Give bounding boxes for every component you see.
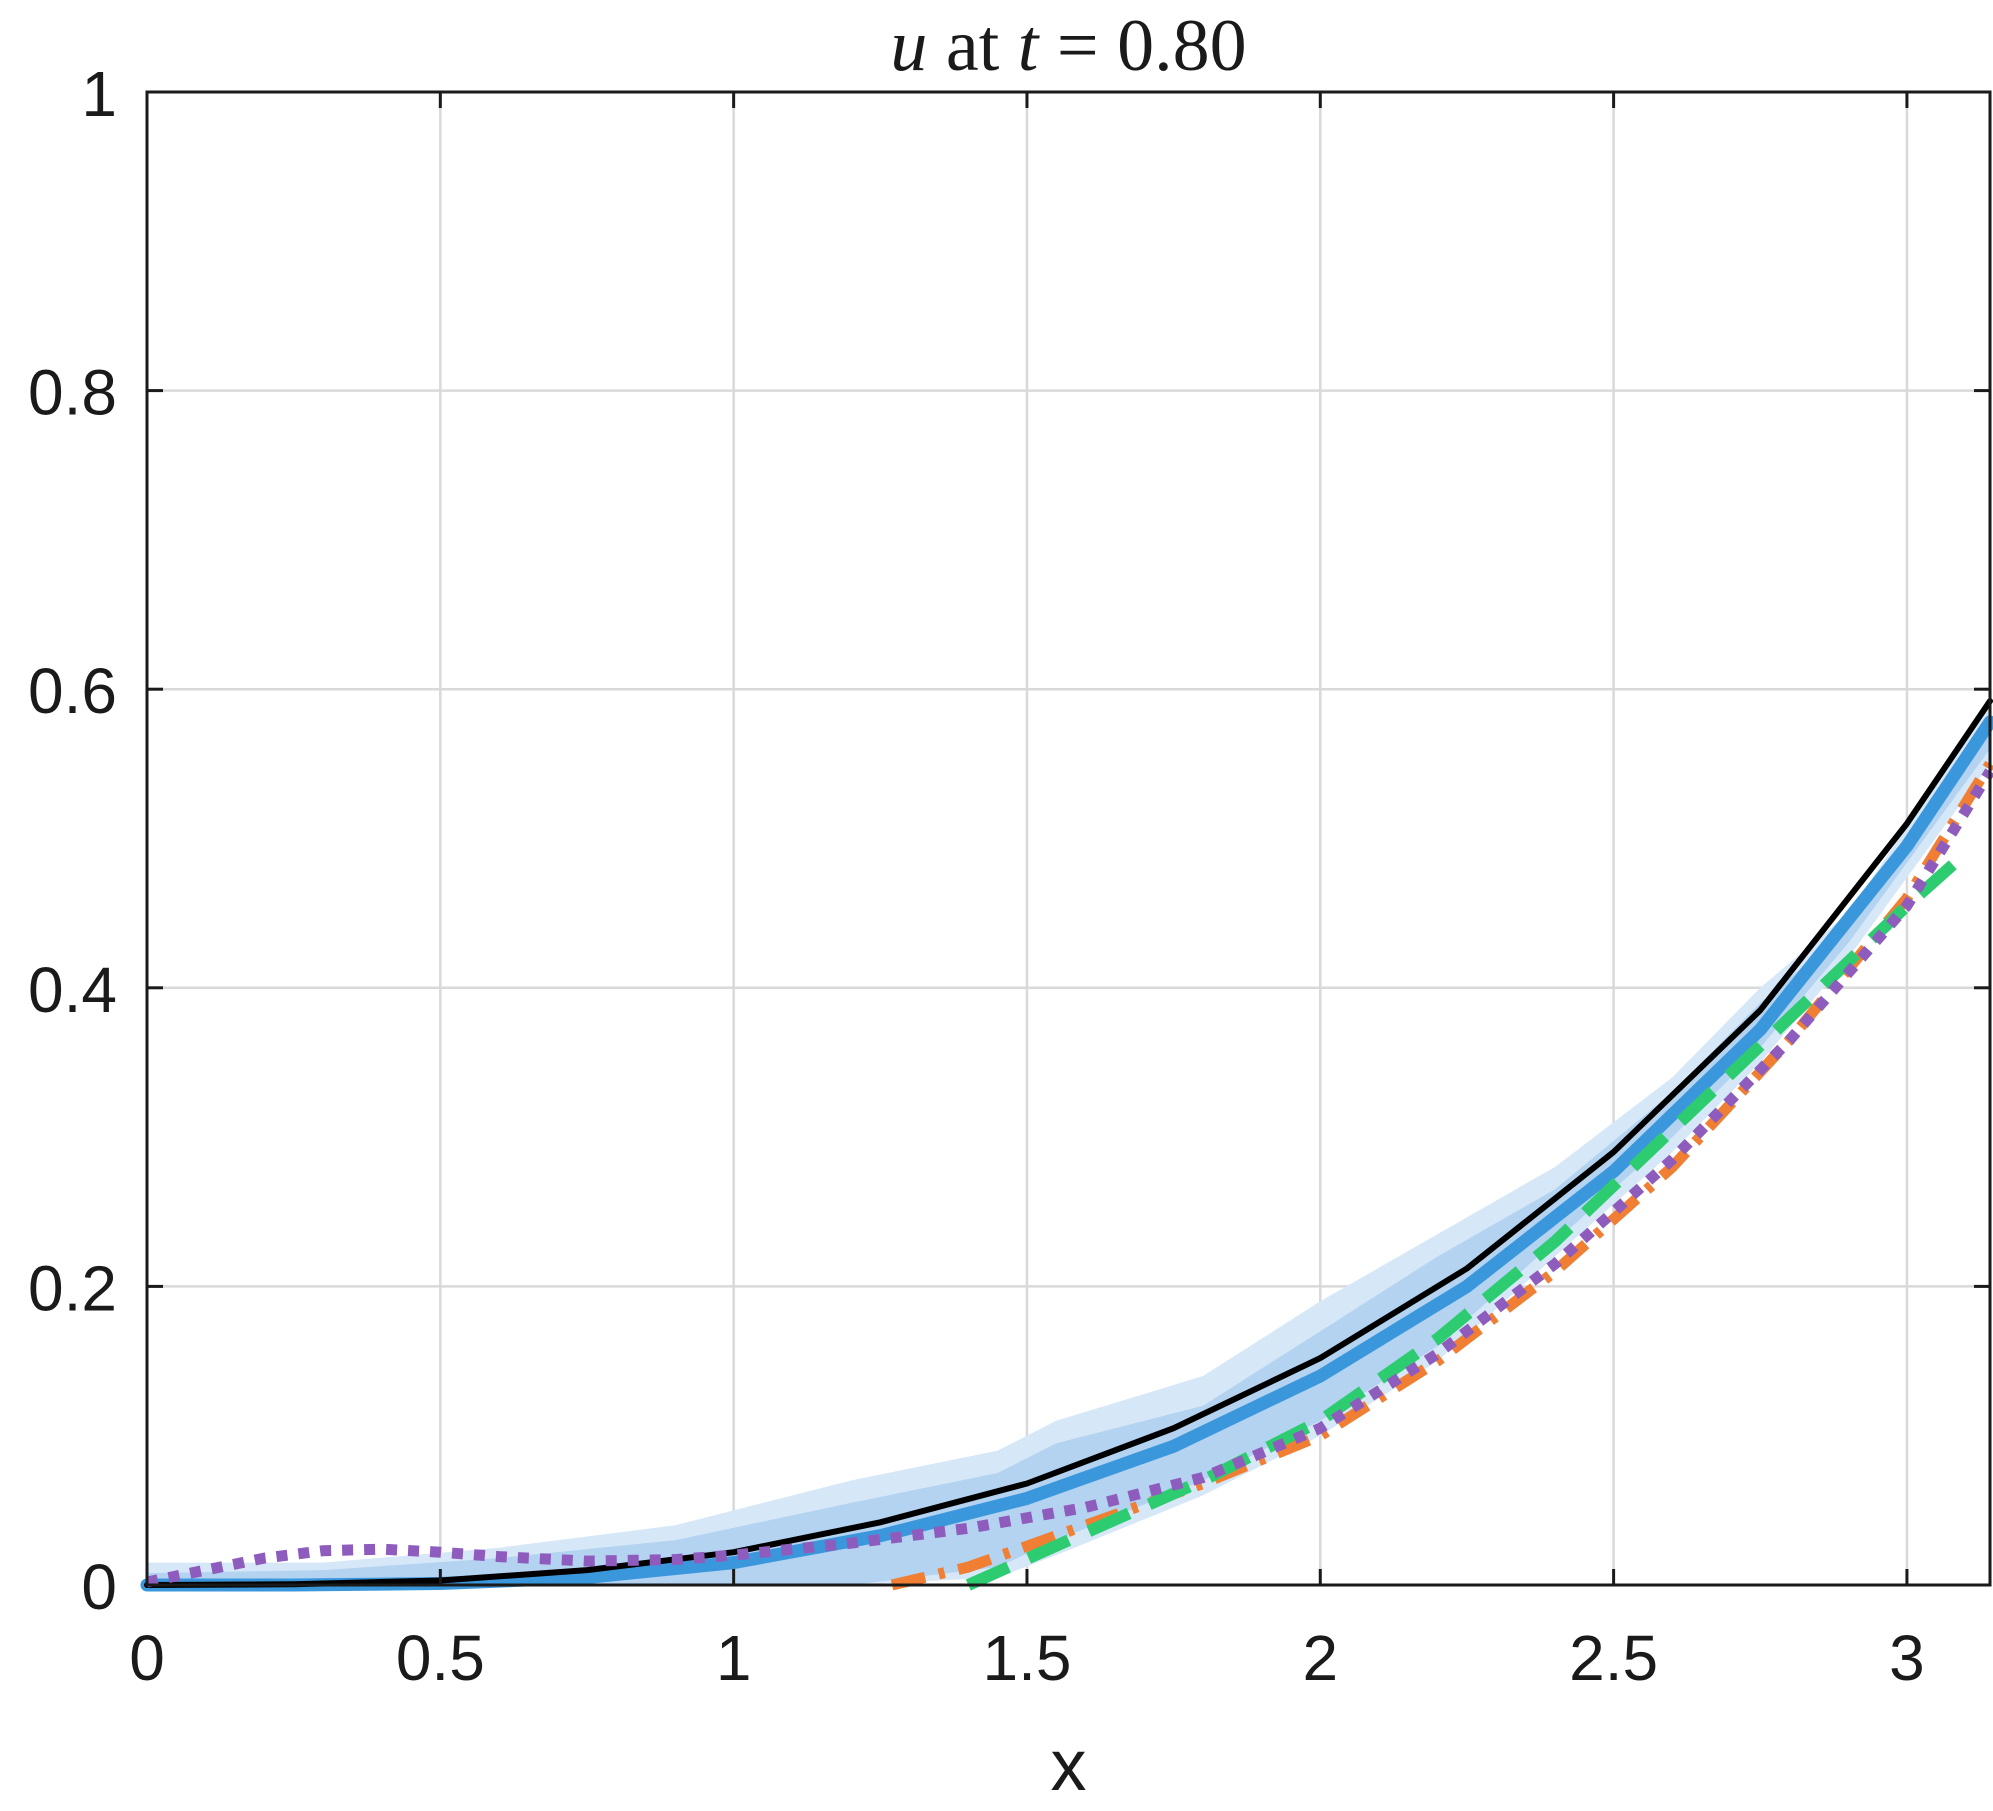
x-tick-label: 1: [716, 1622, 752, 1694]
x-axis-label: x: [1051, 1726, 1087, 1806]
x-tick-label: 0.5: [396, 1622, 485, 1694]
uncertainty-bands: [147, 704, 1990, 1585]
series-line-dashed: [965, 848, 1970, 1591]
y-tick-labels: 0 0.2 0.4 0.6 0.8 1: [28, 58, 117, 1623]
x-tick-label: 1.5: [982, 1622, 1071, 1694]
x-tick-labels: 0 0.5 1 1.5 2 2.5 3: [129, 1622, 1925, 1694]
title-variable: u: [890, 5, 927, 87]
series-line-solid-thick: [140, 715, 1993, 1592]
title-time-variable: t: [1018, 5, 1041, 87]
series-lines: [140, 698, 1993, 1592]
uncertainty-band: [147, 711, 1990, 1585]
title-at: at: [927, 5, 1017, 87]
series-line-dashdot: [890, 760, 1993, 1591]
y-tick-label: 0: [81, 1551, 117, 1623]
x-tick-label: 2: [1302, 1622, 1338, 1694]
chart-title: u at t = 0.80: [890, 5, 1246, 87]
title-time-value: = 0.80: [1038, 5, 1246, 87]
series-line-solid: [144, 698, 1993, 1588]
plot-frame: [145, 90, 1992, 1587]
y-tick-label: 0.8: [28, 357, 117, 429]
tick-marks: [145, 90, 1990, 1587]
x-tick-label: 2.5: [1569, 1622, 1658, 1694]
y-tick-label: 1: [81, 58, 117, 130]
y-tick-label: 0.4: [28, 954, 117, 1026]
y-tick-label: 0.6: [28, 655, 117, 727]
series-line-dotted: [145, 768, 1993, 1588]
x-tick-label: 3: [1889, 1622, 1925, 1694]
x-tick-label: 0: [129, 1622, 165, 1694]
grid-lines: [145, 90, 1990, 1587]
y-tick-label: 0.2: [28, 1252, 117, 1324]
